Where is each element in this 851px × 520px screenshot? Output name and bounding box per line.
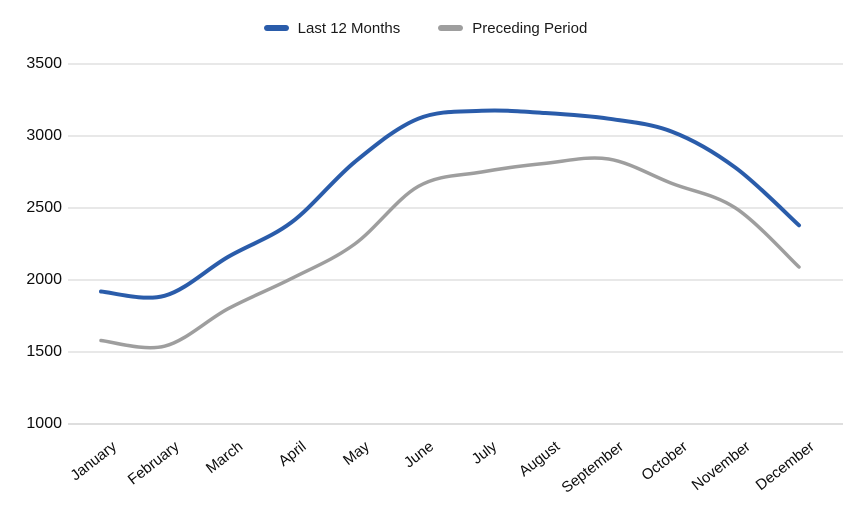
legend-swatch-preceding-period	[438, 25, 464, 31]
y-tick-label: 3500	[26, 55, 62, 72]
legend-item-preceding-period: Preceding Period	[438, 20, 587, 37]
y-tick-label: 1000	[26, 415, 62, 432]
legend-item-last-12-months: Last 12 Months	[263, 19, 401, 37]
y-tick-label: 2500	[26, 199, 62, 216]
y-tick-label: 2000	[26, 271, 62, 288]
chart-legend: Last 12 Months Preceding Period	[0, 16, 851, 40]
y-tick-label: 1500	[26, 343, 62, 360]
legend-swatch-last-12-months	[263, 25, 289, 31]
series-line-last-12-months	[99, 108, 801, 300]
legend-label-last-12-months: Last 12 Months	[297, 19, 401, 37]
series-line-preceding-period	[99, 156, 801, 350]
y-tick-label: 3000	[26, 127, 62, 144]
legend-label-preceding-period: Preceding Period	[472, 19, 588, 37]
